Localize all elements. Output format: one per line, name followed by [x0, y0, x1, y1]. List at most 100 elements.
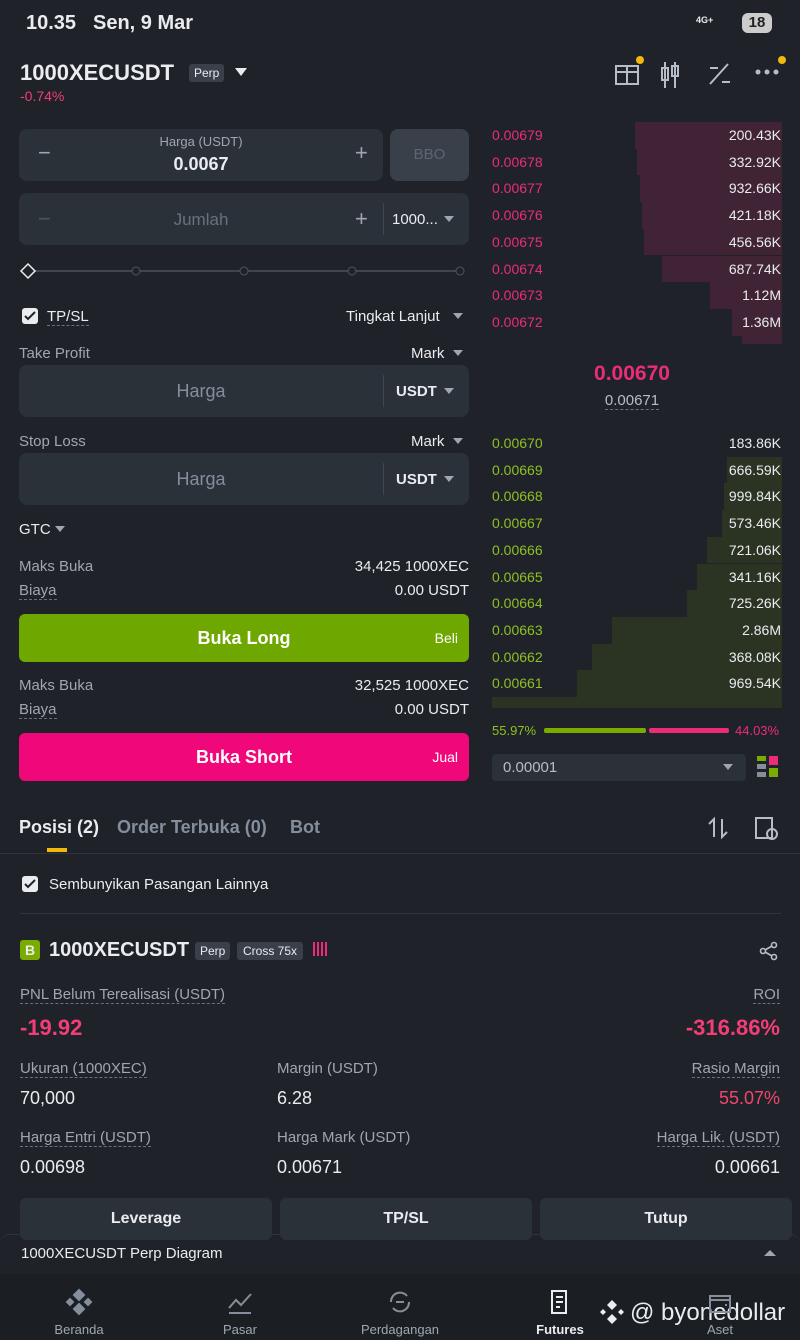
book-price: 0.00664: [492, 595, 543, 612]
hide-checkbox[interactable]: [22, 876, 38, 892]
nav-label[interactable]: Futures: [536, 1322, 584, 1337]
position-tag: Perp: [195, 942, 231, 960]
book-qty: 368.08K: [728, 648, 781, 665]
time: 10.35: [26, 12, 77, 34]
action-button[interactable]: Leverage: [20, 1198, 272, 1240]
nav-icon[interactable]: [706, 1288, 734, 1316]
advanced[interactable]: Tingkat Lanjut: [346, 308, 440, 325]
qty-input[interactable]: [19, 193, 469, 245]
qty-placeholder: Jumlah: [173, 210, 229, 229]
ratio-label: Rasio Margin: [691, 1060, 780, 1078]
plus[interactable]: +: [355, 206, 368, 231]
network: 4G+: [696, 15, 714, 25]
precision-select[interactable]: [492, 754, 746, 781]
caret: [444, 388, 454, 394]
layout-icon[interactable]: [757, 756, 779, 778]
max-value: 32,525 1000XEC: [354, 677, 469, 694]
book-price: 0.00675: [492, 233, 543, 250]
divider: [383, 463, 384, 495]
short-button[interactable]: [19, 733, 469, 781]
caret-up: [764, 1250, 776, 1256]
last-price: 0.00670: [594, 362, 670, 385]
button-label: Buka Long: [197, 628, 291, 648]
book-qty: 183.86K: [728, 435, 781, 451]
book-price: 0.00679: [492, 127, 543, 143]
depth-bar: [592, 643, 782, 671]
book-qty: 687.74K: [728, 260, 781, 277]
caret: [444, 216, 454, 222]
bottom-nav: [0, 1274, 800, 1340]
minus[interactable]: −: [38, 206, 51, 231]
max-value: 34,425 1000XEC: [354, 558, 469, 575]
dropdown-icon[interactable]: [233, 66, 249, 78]
nav-label[interactable]: Perdagangan: [360, 1322, 440, 1337]
book-qty: 3.69M: [742, 702, 781, 705]
unit[interactable]: USDT: [396, 383, 437, 400]
liq: 0.00661: [714, 1157, 780, 1177]
trigger[interactable]: Mark: [411, 433, 445, 450]
watermark: @ byonedollar: [630, 1299, 786, 1326]
minus[interactable]: −: [38, 140, 51, 165]
book-price: 0.00663: [492, 621, 543, 638]
book-price: 0.00666: [492, 541, 543, 558]
max-label: Maks Buka: [19, 677, 94, 694]
nav-label[interactable]: Aset: [706, 1322, 733, 1337]
book-price: 0.00665: [492, 568, 543, 585]
buy-ratio-bar: [544, 728, 646, 733]
depth-bar: [697, 563, 782, 591]
book-qty: 573.46K: [728, 515, 781, 532]
book-price: 0.00677: [492, 180, 543, 197]
input[interactable]: [19, 365, 469, 417]
tif[interactable]: GTC: [19, 521, 51, 538]
symbol[interactable]: 1000XECUSDT: [20, 60, 175, 85]
depth-bar: [742, 335, 782, 344]
nav-icon[interactable]: [226, 1288, 254, 1316]
nav-icon[interactable]: [386, 1288, 414, 1316]
book-price: 0.00661: [492, 675, 543, 692]
book-price: 0.00667: [492, 515, 543, 532]
caret: [55, 526, 65, 532]
unit[interactable]: USDT: [396, 471, 437, 488]
buy-ratio: 55.97%: [492, 723, 537, 738]
slider[interactable]: [18, 260, 468, 280]
fee-label: Biaya: [19, 701, 57, 719]
watermark-logo: [600, 1300, 624, 1324]
depth-bar: [577, 670, 782, 697]
share-icon[interactable]: [759, 941, 779, 961]
depth-bar: [722, 510, 782, 537]
book-qty: 725.26K: [728, 595, 781, 612]
nav-icon[interactable]: [65, 1288, 93, 1316]
trigger[interactable]: Mark: [411, 345, 445, 362]
tab[interactable]: Order Terbuka (0): [117, 817, 267, 837]
book-price: 0.00674: [492, 260, 543, 277]
tab[interactable]: Posisi (2): [19, 817, 100, 837]
tab[interactable]: Bot: [290, 817, 320, 837]
input[interactable]: [19, 453, 469, 505]
book-price: 0.00662: [492, 648, 543, 665]
action-button[interactable]: Tutup: [540, 1198, 792, 1240]
nav-label[interactable]: Beranda: [54, 1322, 104, 1337]
tab-icons[interactable]: [706, 815, 786, 841]
price-input[interactable]: [19, 129, 383, 181]
depth-bar: [635, 122, 782, 149]
diagram-bar[interactable]: [0, 1234, 800, 1274]
placeholder: Harga: [176, 469, 226, 489]
toolbar-icons[interactable]: [610, 52, 790, 92]
depth-bar: [637, 148, 782, 176]
nav-label[interactable]: Pasar: [223, 1322, 257, 1337]
qty-unit[interactable]: 1000...: [392, 211, 438, 228]
book-price: 0.00668: [492, 488, 543, 505]
bbo-button[interactable]: BBO: [390, 129, 469, 181]
action-button[interactable]: TP/SL: [280, 1198, 532, 1240]
long-button[interactable]: [19, 614, 469, 662]
nav-icon[interactable]: [546, 1288, 574, 1316]
plus[interactable]: +: [355, 140, 368, 165]
caret: [444, 476, 454, 482]
margin: 6.28: [277, 1088, 313, 1108]
tpsl-checkbox[interactable]: [22, 308, 38, 324]
position-symbol[interactable]: 1000XECUSDT: [49, 939, 190, 961]
book-qty: 341.16K: [728, 568, 781, 585]
book-qty: 421.18K: [728, 207, 781, 224]
size: 70,000: [20, 1088, 76, 1108]
change: -0.74%: [20, 88, 65, 104]
